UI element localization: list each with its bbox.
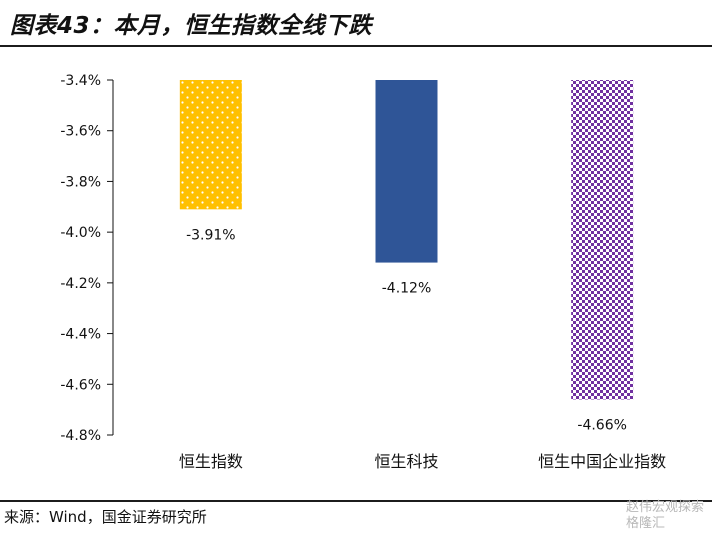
axes [107,79,114,436]
title-divider [0,45,712,47]
y-tick-label: -3.8% [60,174,101,190]
bar [179,80,242,210]
bars [179,80,634,400]
footer-divider [0,500,712,502]
watermark-line: 格隆汇 [625,516,665,531]
category-label: 恒生中国企业指数 [538,452,666,471]
y-tick-label: -4.0% [60,225,101,241]
y-tick-label: -4.8% [60,428,101,444]
source-note: 来源：Wind，国金证券研究所 [4,508,207,526]
y-tick-label: -3.4% [60,73,101,89]
category-label: 恒生指数 [179,452,243,471]
y-tick-label: -4.6% [60,377,101,393]
watermark-line: 赵伟宏观探索 [625,500,704,515]
data-label: -4.12% [382,281,432,297]
data-label: -3.91% [186,227,236,243]
bar-chart: -3.4% -3.6% -3.8% -4.0% -4.2% -4.4% -4.6% -4.8%… [60,73,666,471]
category-label: 恒生科技 [374,452,438,471]
watermark: 赵伟宏观探索 格隆汇 [626,500,704,532]
y-tick-label: -4.4% [60,327,101,343]
data-label: -4.66% [577,418,627,434]
labels: -3.4% -3.6% -3.8% -4.0% -4.2% -4.4% -4.6% -4.8%… [60,73,666,471]
bar [375,80,438,263]
bar [571,80,634,400]
y-tick-label: -3.6% [60,124,101,140]
chart-title: 图表43：本月，恒生指数全线下跌 [10,13,373,39]
y-tick-label: -4.2% [60,276,101,292]
